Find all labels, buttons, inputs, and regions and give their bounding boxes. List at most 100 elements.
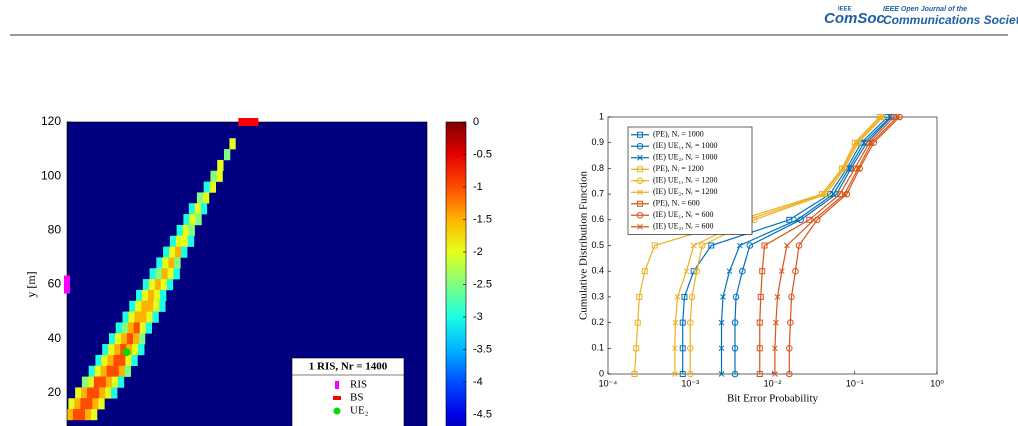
point bbox=[820, 191, 827, 197]
heatmap-cell bbox=[119, 354, 126, 367]
heatmap-cell bbox=[223, 149, 231, 161]
heatmap-cell bbox=[114, 344, 121, 356]
series-line bbox=[689, 116, 884, 374]
point bbox=[830, 191, 837, 197]
point bbox=[681, 293, 688, 300]
heatmap-cell bbox=[138, 344, 145, 356]
series-line bbox=[759, 116, 895, 374]
heatmap-cell bbox=[148, 289, 155, 302]
heatmap-cell bbox=[120, 344, 127, 356]
heatmap-cell bbox=[132, 344, 139, 356]
point bbox=[855, 165, 862, 172]
heatmap-cell bbox=[101, 354, 108, 367]
heatmap-cell bbox=[217, 159, 224, 172]
heatmap-cell bbox=[91, 409, 98, 421]
y-axis-label: y [m] bbox=[24, 271, 38, 297]
heatmap-cell bbox=[107, 354, 114, 367]
point bbox=[731, 345, 739, 352]
heatmap-cell bbox=[117, 376, 125, 388]
series-line bbox=[633, 116, 880, 375]
point bbox=[861, 139, 867, 146]
point bbox=[679, 345, 686, 352]
heatmap-cell bbox=[73, 409, 80, 421]
heatmap-cell bbox=[160, 289, 167, 302]
point bbox=[756, 345, 763, 352]
heatmap-cell bbox=[146, 311, 153, 323]
legend-label: (IE) UE₂, Nᵣ = 600 bbox=[653, 222, 713, 231]
heatmap-cell bbox=[163, 246, 170, 258]
heatmap-cell bbox=[118, 365, 125, 377]
logo-top: IEEE bbox=[838, 7, 852, 13]
series-line bbox=[734, 116, 892, 374]
heatmap-cell bbox=[108, 344, 115, 356]
legend-label: UE₂ bbox=[350, 405, 369, 417]
heatmap-cell bbox=[88, 365, 95, 377]
heatmap-cell bbox=[134, 311, 141, 323]
heatmap-cell bbox=[202, 192, 210, 204]
heatmap-cell bbox=[140, 311, 147, 323]
point bbox=[641, 268, 648, 275]
point bbox=[686, 370, 694, 378]
heatmap-cell bbox=[133, 322, 141, 334]
point bbox=[772, 345, 778, 352]
x-tick-label: 10⁻¹ bbox=[846, 378, 864, 388]
heatmap-cell bbox=[127, 322, 135, 334]
point bbox=[693, 267, 701, 275]
point bbox=[686, 319, 694, 326]
marker-ris bbox=[64, 275, 70, 294]
heatmap-cell bbox=[156, 257, 163, 269]
x-tick-label: 10⁻³ bbox=[681, 378, 699, 388]
heatmap-cell bbox=[194, 203, 202, 215]
legend-label: (PE), Nᵣ = 600 bbox=[653, 199, 700, 208]
heatmap-cell bbox=[195, 214, 202, 226]
point bbox=[756, 371, 763, 377]
heatmap-cell bbox=[152, 311, 159, 323]
heatmap-cell bbox=[173, 268, 180, 280]
y-tick-label: 0.3 bbox=[591, 291, 604, 301]
heatmap-cell bbox=[135, 300, 142, 312]
heatmap-cell bbox=[121, 322, 129, 334]
x-tick-label: 10⁰ bbox=[930, 378, 944, 388]
heatmap-cell bbox=[210, 170, 217, 182]
heatmap-cell bbox=[196, 192, 204, 204]
heatmap-cell bbox=[189, 214, 196, 226]
heatmap-cell bbox=[68, 398, 75, 410]
point bbox=[637, 200, 643, 207]
y-tick-label: 1 bbox=[599, 111, 604, 121]
heatmap-cell bbox=[181, 246, 188, 258]
y-tick-label: 80 bbox=[48, 223, 62, 237]
point bbox=[718, 319, 725, 326]
point bbox=[679, 319, 686, 326]
point bbox=[731, 319, 739, 326]
legend-label: (IE) UE₂, Nᵣ = 1200 bbox=[653, 187, 717, 196]
heatmap-cell bbox=[160, 279, 168, 291]
legend-icon bbox=[333, 396, 341, 400]
point bbox=[672, 345, 678, 352]
heatmap-cell bbox=[87, 376, 95, 388]
heatmap-cell bbox=[67, 409, 74, 421]
colorbar-tick-label: -4 bbox=[473, 376, 483, 388]
y-tick-label: 0.4 bbox=[591, 266, 604, 276]
x-axis-label: Bit Error Probability bbox=[727, 393, 819, 405]
heatmap-cell bbox=[182, 224, 189, 237]
point bbox=[637, 131, 643, 138]
heatmap-cell bbox=[92, 398, 99, 410]
heatmap-cell bbox=[87, 387, 94, 399]
heatmap-cell bbox=[167, 268, 174, 280]
heatmap-cell bbox=[81, 376, 89, 388]
point bbox=[637, 154, 643, 161]
heatmap-cell bbox=[154, 289, 161, 302]
point bbox=[633, 345, 640, 352]
point bbox=[785, 370, 793, 378]
point bbox=[718, 345, 725, 352]
heatmap-cell bbox=[136, 289, 143, 302]
heatmap-cell bbox=[114, 333, 122, 345]
legend-icon bbox=[335, 381, 339, 389]
heatmap-cell bbox=[105, 387, 112, 399]
heatmap-cell bbox=[93, 387, 100, 399]
point bbox=[637, 223, 643, 230]
point bbox=[795, 242, 803, 249]
point bbox=[779, 268, 785, 275]
heatmap-cell bbox=[169, 235, 177, 247]
colorbar-tick-label: -2.5 bbox=[473, 278, 492, 290]
